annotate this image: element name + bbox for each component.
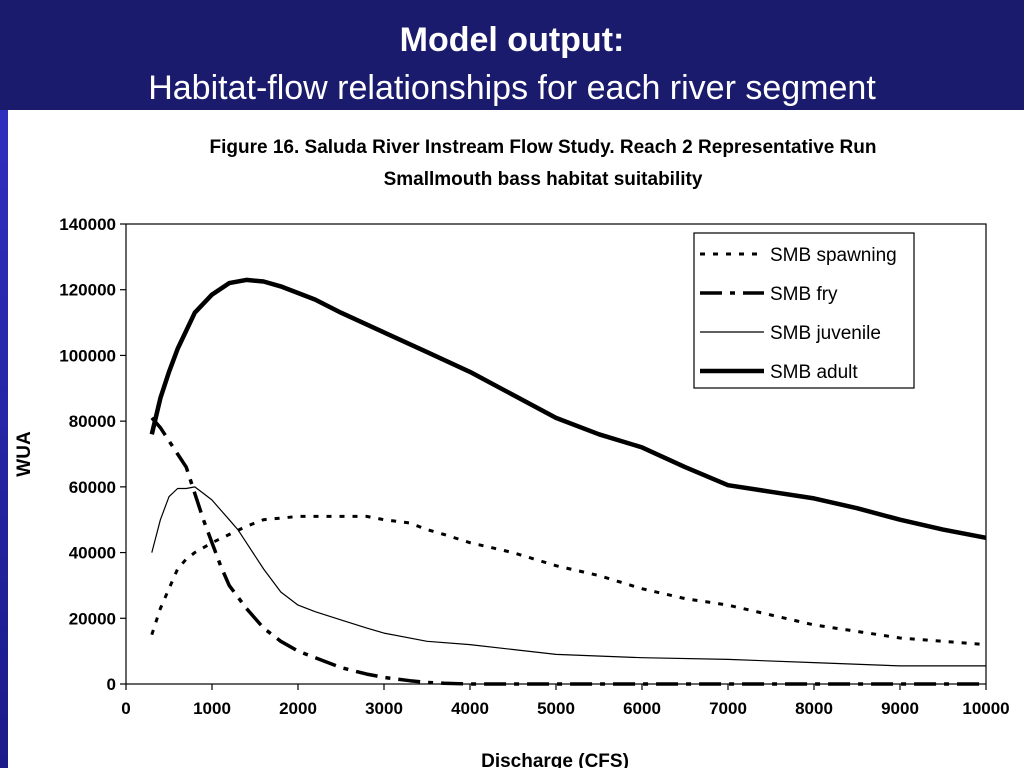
x-tick-label: 5000 [537, 699, 575, 718]
y-tick-label: 20000 [69, 609, 116, 628]
y-tick-label: 120000 [59, 281, 116, 300]
legend-label-smb-juvenile: SMB juvenile [770, 323, 881, 344]
x-tick-label: 6000 [623, 699, 661, 718]
legend-label-smb-spawning: SMB spawning [770, 245, 897, 266]
x-tick-label: 7000 [709, 699, 747, 718]
slide-subtitle: Habitat-flow relationships for each rive… [148, 69, 876, 107]
legend-box [693, 232, 915, 389]
slide-left-accent-bar [0, 110, 8, 768]
legend-label-smb-fry: SMB fry [770, 284, 838, 305]
chart-panel: Figure 16. Saluda River Instream Flow St… [8, 110, 1024, 768]
chart-title: Figure 16. Saluda River Instream Flow St… [210, 137, 877, 158]
series-group [149, 277, 987, 686]
y-tick-label: 80000 [69, 412, 116, 431]
legend: SMB spawning SMB fry SMB juvenile SMB adult [693, 232, 915, 389]
x-tick-label: 10000 [962, 699, 1009, 718]
x-tick-label: 9000 [881, 699, 919, 718]
y-axis-label: WUA [14, 431, 35, 477]
x-axis-label: Discharge (CFS) [481, 751, 629, 768]
chart-subtitle: Smallmouth bass habitat suitability [384, 169, 703, 190]
slide-title: Model output: [399, 21, 625, 59]
series-line-smb-fry [150, 416, 986, 686]
y-tick-label: 60000 [69, 478, 116, 497]
x-tick-label: 3000 [365, 699, 403, 718]
x-tick-label: 8000 [795, 699, 833, 718]
y-tick-label: 0 [107, 675, 116, 694]
x-tick-label: 2000 [279, 699, 317, 718]
y-tick-label: 140000 [59, 215, 116, 234]
series-line-smb-adult [149, 277, 987, 541]
axes: 0 20000 40000 60000 80000 100000 120000 140000 0… [59, 215, 1009, 718]
x-tick-label: 0 [121, 699, 130, 718]
series-line-smb-spawning [150, 514, 987, 647]
series-line-smb-juvenile [151, 486, 986, 667]
slide-header: Model output: Habitat-flow relationships… [0, 0, 1024, 110]
x-tick-label: 4000 [451, 699, 489, 718]
chart-canvas: Figure 16. Saluda River Instream Flow St… [14, 137, 1010, 768]
y-tick-label: 100000 [59, 346, 116, 365]
y-tick-label: 40000 [69, 544, 116, 563]
legend-label-smb-adult: SMB adult [770, 362, 858, 383]
x-tick-label: 1000 [193, 699, 231, 718]
